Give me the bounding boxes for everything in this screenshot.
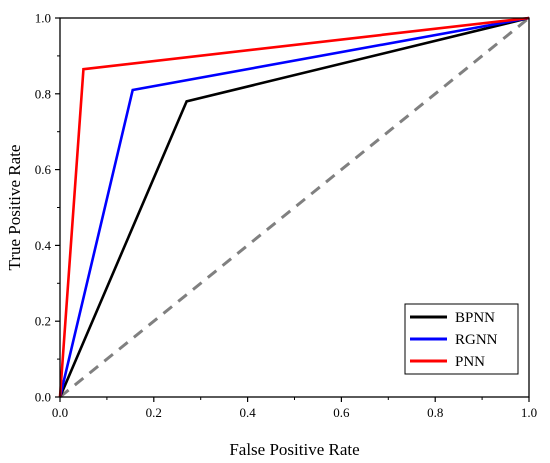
series-line-rgnn [58, 16, 530, 398]
y-axis-title: True Positive Rate [5, 145, 24, 271]
x-axis-title: False Positive Rate [229, 440, 359, 459]
y-tick-label: 0.4 [35, 238, 52, 253]
legend: BPNN RGNN PNN [404, 303, 519, 375]
series-line-bpnn [58, 16, 530, 398]
legend-label-bpnn: BPNN [455, 310, 495, 326]
plot-area: 0.0 0.2 0.4 0.6 0.8 1.0 0.0 0.2 0.4 0.6 0.8 1.0 [35, 11, 537, 421]
y-tick-label: 0.6 [35, 162, 52, 177]
legend-label-rgnn: RGNN [455, 332, 498, 348]
y-tick-label: 0.8 [35, 86, 51, 101]
x-tick-label: 0.4 [239, 405, 256, 420]
y-tick-label: 1.0 [35, 11, 51, 26]
series-line-pnn [58, 16, 530, 398]
x-tick-label: 0.6 [333, 405, 350, 420]
x-tick-label: 1.0 [521, 405, 537, 420]
y-tick-label: 0.2 [35, 314, 51, 329]
x-tick-label: 0.8 [427, 405, 443, 420]
y-tick-label: 0.0 [35, 390, 51, 405]
x-tick-label: 0.0 [52, 405, 68, 420]
legend-label-pnn: PNN [455, 354, 485, 370]
reference-diagonal-line [59, 16, 530, 399]
x-tick-label: 0.2 [146, 405, 162, 420]
